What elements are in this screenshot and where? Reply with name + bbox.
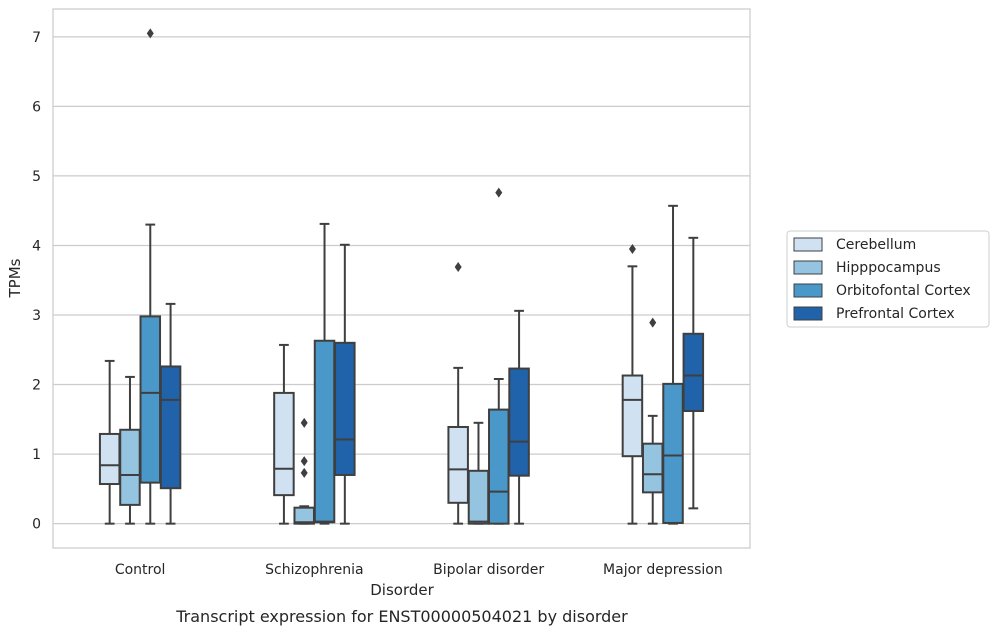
box-group xyxy=(447,262,469,525)
box xyxy=(293,506,315,525)
y-tick-label: 1 xyxy=(32,447,41,463)
outlier-point xyxy=(146,28,154,39)
box-group xyxy=(159,302,182,525)
y-tick-label: 4 xyxy=(32,238,41,254)
legend-swatch xyxy=(793,260,823,275)
box xyxy=(139,315,162,484)
outlier-point xyxy=(649,317,657,328)
outlier-point xyxy=(300,456,308,467)
box xyxy=(467,469,490,525)
box xyxy=(334,341,356,476)
box-group xyxy=(334,243,356,525)
outlier-point xyxy=(495,187,503,198)
y-tick-labels: 0 1 2 3 4 5 6 7 xyxy=(32,30,41,533)
legend-label: Orbitofontal Cortex xyxy=(836,283,971,299)
x-tick-label: Bipolar disorder xyxy=(433,562,544,578)
box-group xyxy=(641,317,664,525)
box-group xyxy=(313,222,336,525)
legend-swatch xyxy=(793,283,823,298)
chart-caption: Transcript expression for ENST0000050402… xyxy=(175,607,628,626)
box xyxy=(488,408,510,525)
y-axis-label: TPMs xyxy=(6,258,24,298)
x-tick-label: Control xyxy=(115,562,166,578)
box xyxy=(447,425,469,504)
box xyxy=(682,332,705,412)
box-group xyxy=(139,28,162,525)
box xyxy=(641,442,664,494)
box xyxy=(98,432,121,486)
box-group xyxy=(273,343,295,525)
outlier-point xyxy=(300,417,308,428)
boxes xyxy=(98,28,705,525)
box xyxy=(273,391,295,497)
y-tick-label: 7 xyxy=(32,30,41,46)
y-tick-label: 3 xyxy=(32,308,41,324)
box-group xyxy=(98,359,121,525)
box xyxy=(621,374,644,458)
y-tick-label: 6 xyxy=(32,99,41,115)
box xyxy=(119,428,141,506)
legend-swatch xyxy=(793,306,823,321)
box xyxy=(159,365,182,490)
outlier-point xyxy=(454,262,462,273)
box xyxy=(508,367,530,477)
x-tick-label: Major depression xyxy=(603,562,723,578)
y-tick-label: 2 xyxy=(32,378,41,394)
box xyxy=(313,339,336,524)
box-group xyxy=(662,204,684,525)
plot-frame xyxy=(52,8,751,549)
y-tick-label: 5 xyxy=(32,169,41,185)
legend: Cerebellum Hipppocampus Orbitofontal Corte… xyxy=(786,230,990,328)
y-tick-label: 0 xyxy=(32,517,41,533)
x-axis-label: Disorder xyxy=(370,581,434,599)
legend-frame xyxy=(786,230,990,328)
box xyxy=(662,382,684,524)
legend-label: Hipppocampus xyxy=(836,260,941,276)
box-group xyxy=(621,243,644,525)
outlier-point xyxy=(300,467,308,478)
box-group xyxy=(508,309,530,525)
box-group xyxy=(293,417,315,525)
legend-label: Cerebellum xyxy=(836,237,916,253)
outlier-point xyxy=(628,243,636,254)
box-group xyxy=(488,187,510,525)
box-group xyxy=(682,236,705,510)
box-group xyxy=(119,375,141,525)
legend-label: Prefrontal Cortex xyxy=(836,306,955,322)
legend-swatch xyxy=(793,237,823,252)
x-tick-labels: Control Schizophrenia Bipolar disorder Majo… xyxy=(115,562,723,578)
box-group xyxy=(467,421,490,525)
x-tick-label: Schizophrenia xyxy=(265,562,363,578)
